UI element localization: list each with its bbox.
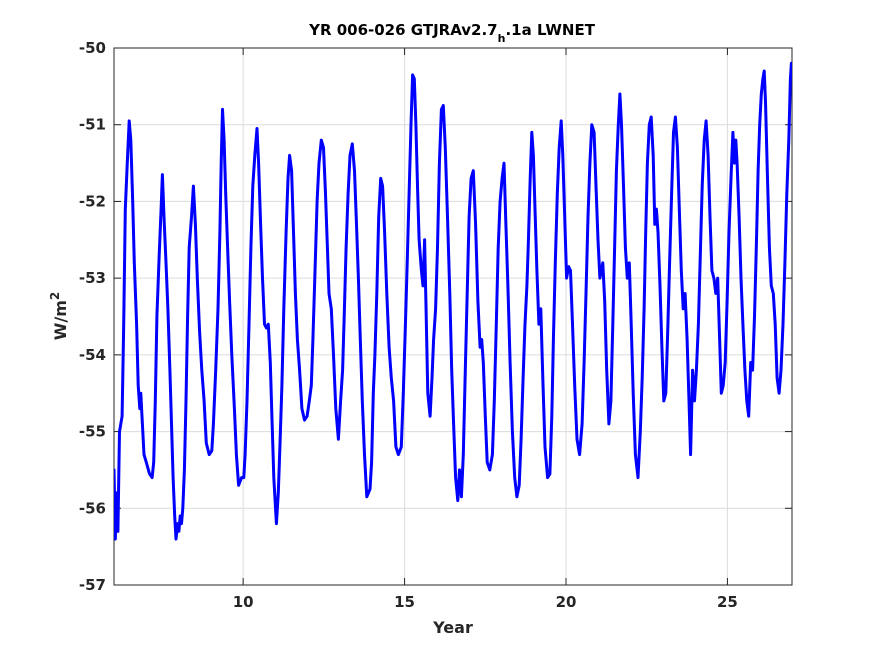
y-axis-label-superscript: 2 <box>48 292 62 300</box>
y-tick-label: -54 <box>79 346 106 364</box>
x-tick-label: 15 <box>394 593 415 611</box>
x-tick-label: 25 <box>717 593 738 611</box>
y-tick-label: -55 <box>79 423 106 441</box>
y-tick-label: -51 <box>79 116 106 134</box>
x-tick-label: 20 <box>556 593 577 611</box>
chart-title: YR 006-026 GTJRAv2.7h.1a LWNET <box>308 21 596 45</box>
x-tick-label: 10 <box>233 593 254 611</box>
x-axis-label: Year <box>432 618 473 637</box>
series-line-lwnet <box>114 61 792 541</box>
title-main: YR 006-026 GTJRAv2.7 <box>308 21 498 39</box>
title-subscript: h <box>498 32 506 45</box>
y-tick-labels: -57 -56 -55 -54 -53 -52 -51 -50 <box>79 39 106 594</box>
series-group <box>114 61 792 541</box>
y-axis-label-base: W/m <box>51 300 70 340</box>
grid <box>114 47 792 586</box>
y-tick-label: -57 <box>79 576 106 594</box>
y-tick-label: -56 <box>79 499 106 517</box>
y-axis-label: W/m2 <box>48 292 70 341</box>
tick-marks <box>114 47 792 586</box>
plot-area-frame <box>113 47 793 586</box>
title-suffix: .1a LWNET <box>505 21 595 39</box>
y-tick-label: -52 <box>79 192 106 210</box>
y-tick-label: -53 <box>79 269 106 287</box>
y-tick-label: -50 <box>79 39 106 57</box>
x-tick-labels: 10 15 20 25 <box>233 593 738 611</box>
